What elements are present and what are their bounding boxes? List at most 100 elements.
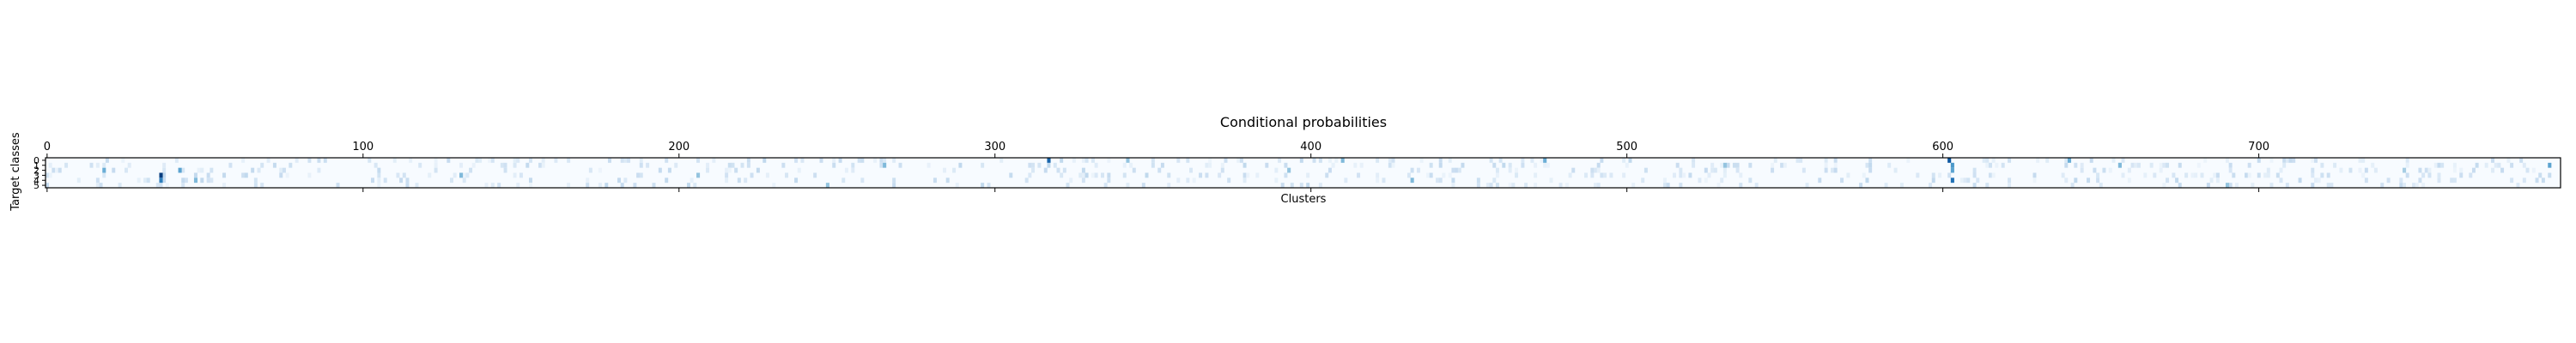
heatmap-cell xyxy=(2437,172,2441,178)
heatmap-cell xyxy=(2433,162,2438,168)
y-tick-label: 1 xyxy=(33,160,39,172)
heatmap-cell xyxy=(295,158,299,163)
heatmap-cell xyxy=(2548,172,2552,178)
heatmap-cell xyxy=(241,172,246,178)
heatmap-cell xyxy=(2206,183,2210,188)
heatmap-cell xyxy=(1239,158,1243,163)
heatmap-cell xyxy=(1489,183,1493,188)
heatmap-cell xyxy=(1801,167,1806,173)
heatmap-cell xyxy=(765,172,769,178)
heatmap-cell xyxy=(1521,158,1525,163)
heatmap-cell xyxy=(317,158,321,163)
heatmap-cell xyxy=(165,183,169,188)
heatmap-cell xyxy=(210,167,214,173)
heatmap-cell xyxy=(64,162,69,168)
x-tick-label: 0 xyxy=(44,141,51,153)
heatmap-cell xyxy=(620,183,624,188)
heatmap-cell xyxy=(2121,172,2125,178)
heatmap-cell xyxy=(118,183,122,188)
heatmap-cell xyxy=(2251,183,2255,188)
heatmap-cell-highlight xyxy=(2548,162,2552,168)
heatmap-cell xyxy=(623,158,628,163)
heatmap-cell-highlight xyxy=(102,167,106,173)
heatmap-cell xyxy=(1122,172,1127,178)
heatmap-cell xyxy=(1515,172,1519,178)
heatmap-cell xyxy=(2159,162,2163,168)
heatmap-cell-highlight xyxy=(459,172,464,178)
heatmap-cell xyxy=(1047,162,1051,168)
heatmap-cell xyxy=(1735,167,1740,173)
heatmap-cell xyxy=(2471,167,2476,173)
heatmap-cell xyxy=(475,158,479,163)
heatmap-cell xyxy=(513,158,517,163)
heatmap-cell xyxy=(981,183,985,188)
x-tick-label: 400 xyxy=(1300,141,1321,153)
heatmap-cell xyxy=(1972,172,1977,178)
heatmap-cell xyxy=(797,167,801,173)
heatmap-cell xyxy=(1594,167,1598,173)
x-tick-label: 500 xyxy=(1616,141,1637,153)
heatmap-cell xyxy=(1596,167,1601,173)
heatmap-cell xyxy=(181,178,185,184)
heatmap-cell xyxy=(1199,172,1203,178)
heatmap-cell xyxy=(1031,167,1036,173)
heatmap-cell xyxy=(2339,167,2343,173)
heatmap-cell xyxy=(1208,162,1212,168)
heatmap-cell xyxy=(102,162,106,168)
heatmap-cell xyxy=(1748,178,1753,184)
heatmap-cell xyxy=(2399,178,2403,184)
heatmap-cell xyxy=(2418,178,2422,184)
heatmap-cell xyxy=(1325,172,1329,178)
heatmap-cell xyxy=(892,158,896,163)
heatmap-cell xyxy=(307,158,312,163)
heatmap-cell xyxy=(399,178,404,184)
heatmap-cell xyxy=(744,178,748,184)
heatmap-cell xyxy=(1151,162,1155,168)
heatmap-cell xyxy=(1508,162,1512,168)
heatmap-cell xyxy=(832,158,836,163)
heatmap-cell xyxy=(1868,158,1873,163)
heatmap-cell xyxy=(1246,172,1250,178)
heatmap-cell xyxy=(2178,183,2182,188)
heatmap-cell xyxy=(1508,183,1512,188)
heatmap-cell xyxy=(1376,158,1380,163)
heatmap-cell xyxy=(1376,172,1380,178)
heatmap-cell xyxy=(1679,183,1683,188)
heatmap-cell xyxy=(1641,178,1645,184)
heatmap-cell xyxy=(1160,162,1164,168)
heatmap-cell xyxy=(368,158,372,163)
heatmap-cell xyxy=(1327,158,1332,163)
heatmap-cell xyxy=(1698,178,1702,184)
heatmap-cell xyxy=(1868,167,1873,173)
heatmap-cell xyxy=(1846,172,1850,178)
heatmap-cell xyxy=(2311,167,2315,173)
heatmap-cell xyxy=(1265,162,1269,168)
heatmap-cell xyxy=(1931,178,1935,184)
heatmap-cell xyxy=(623,178,628,184)
heatmap-cell xyxy=(1707,172,1711,178)
heatmap-cell xyxy=(244,172,248,178)
heatmap-cell xyxy=(1884,183,1888,188)
heatmap-cell xyxy=(1543,162,1547,168)
heatmap-cell xyxy=(674,162,678,168)
heatmap-cell xyxy=(1515,167,1519,173)
heatmap-cell xyxy=(2108,167,2112,173)
heatmap-cell xyxy=(639,172,643,178)
heatmap-cell-highlight xyxy=(159,178,163,184)
heatmap-cell xyxy=(2121,158,2125,163)
heatmap-cell xyxy=(1122,162,1127,168)
heatmap-cell xyxy=(392,158,397,163)
heatmap-cell xyxy=(2424,167,2428,173)
heatmap-cell xyxy=(952,167,957,173)
heatmap-cell xyxy=(1596,162,1601,168)
heatmap-cell xyxy=(1692,158,1696,163)
heatmap-cell xyxy=(1865,178,1869,184)
heatmap-cell xyxy=(2459,172,2464,178)
heatmap-cell xyxy=(1906,158,1911,163)
heatmap-cell xyxy=(2320,162,2324,168)
heatmap-cell xyxy=(586,183,590,188)
heatmap-cell xyxy=(2535,178,2539,184)
heatmap-cell xyxy=(200,167,204,173)
heatmap-cell xyxy=(1455,167,1459,173)
heatmap-cell xyxy=(1176,178,1181,184)
